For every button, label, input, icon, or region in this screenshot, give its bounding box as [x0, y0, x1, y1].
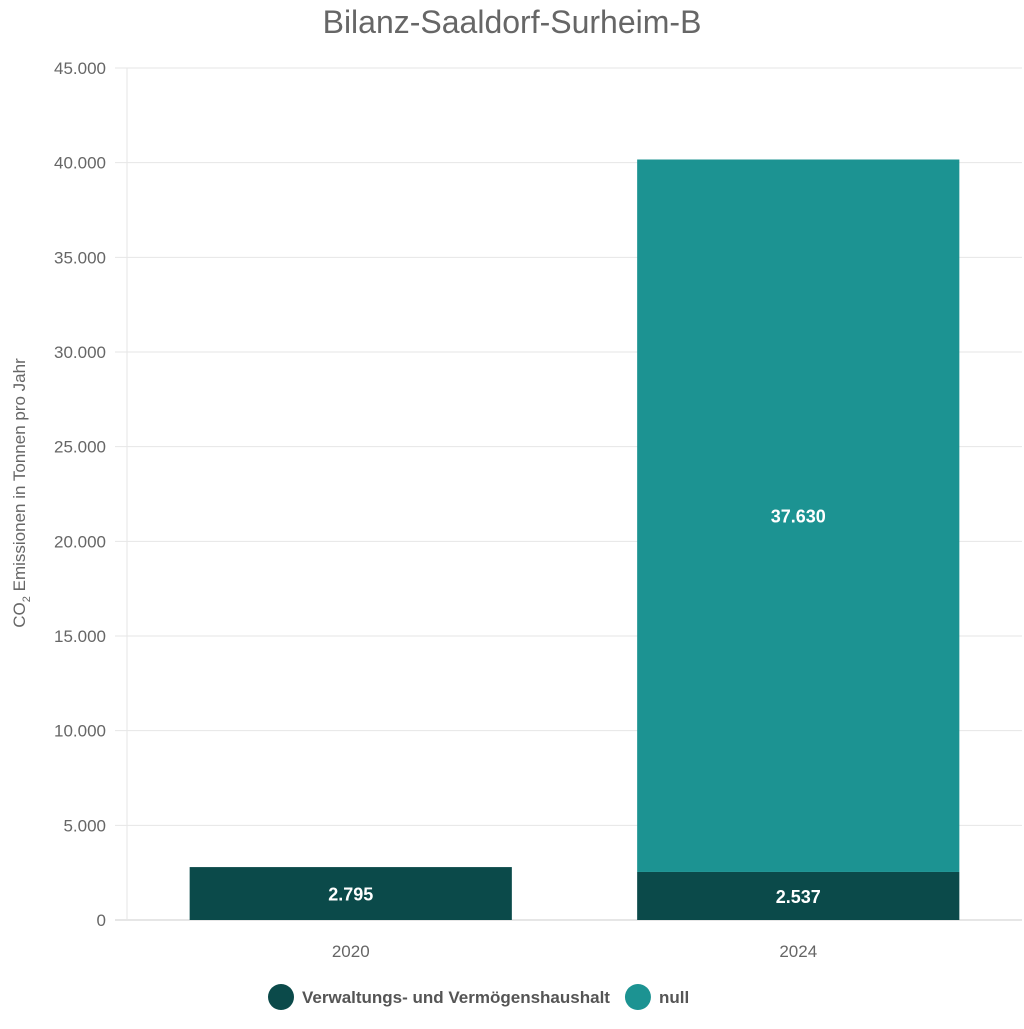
- y-tick-label: 5.000: [63, 816, 106, 835]
- bars: [189, 159, 960, 920]
- bar-2024-series-1[interactable]: [637, 159, 960, 872]
- y-tick-label: 20.000: [54, 532, 106, 551]
- legend-item-0[interactable]: Verwaltungs- und Vermögenshaushalt: [268, 984, 610, 1010]
- legend-label: null: [659, 988, 689, 1007]
- legend-swatch: [624, 984, 651, 1010]
- y-tick-label: 25.000: [54, 438, 106, 457]
- gridlines: [115, 67, 1022, 921]
- y-tick-label: 10.000: [54, 722, 106, 741]
- legend-swatch: [268, 984, 294, 1010]
- x-tick-label: 2024: [779, 942, 817, 961]
- y-tick-label: 30.000: [54, 343, 106, 362]
- data-label: 2.537: [776, 887, 821, 907]
- y-axis-label-prefix: CO: [10, 602, 29, 628]
- y-tick-label: 40.000: [54, 154, 106, 173]
- x-tick-label: 2020: [332, 942, 370, 961]
- y-tick-label: 15.000: [54, 627, 106, 646]
- x-axis-ticks: 2020 2024: [332, 942, 817, 961]
- data-label: 37.630: [771, 507, 826, 527]
- bar-value-labels: 2.795 2.537 37.630: [328, 507, 826, 907]
- legend-item-1[interactable]: null: [624, 984, 689, 1010]
- y-tick-label: 45.000: [54, 59, 106, 78]
- bar-2024-series-0[interactable]: [637, 871, 960, 920]
- legend[interactable]: Verwaltungs- und Vermögenshaushalt null: [268, 984, 689, 1010]
- chart-title: Bilanz-Saaldorf-Surheim-B: [323, 4, 702, 40]
- data-label: 2.795: [328, 885, 373, 905]
- bar-2020-series-0[interactable]: [189, 867, 512, 920]
- y-axis-label-suffix: Emissionen in Tonnen pro Jahr: [10, 358, 29, 596]
- y-axis-label-subscript: 2: [21, 596, 33, 602]
- y-axis-label: CO2 Emissionen in Tonnen pro Jahr: [10, 358, 33, 628]
- y-tick-label: 35.000: [54, 248, 106, 267]
- y-axis-ticks: 0 5.000 10.000 15.000 20.000 25.000 30.000 35.0…: [54, 59, 106, 930]
- legend-label: Verwaltungs- und Vermögenshaushalt: [302, 988, 610, 1007]
- y-tick-label: 0: [97, 911, 106, 930]
